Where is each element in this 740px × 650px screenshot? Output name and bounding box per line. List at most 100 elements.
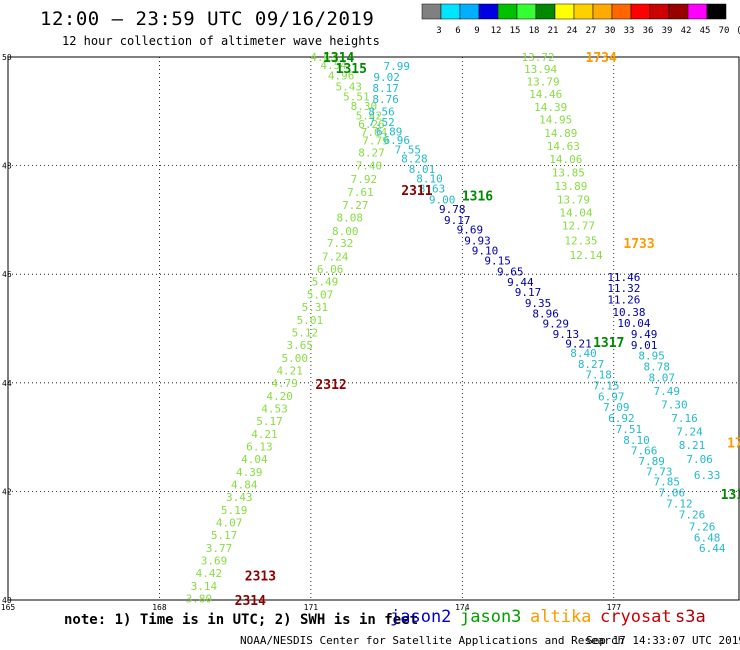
colorbar-label: 33 bbox=[624, 26, 635, 36]
wave-height-point: 13.72 bbox=[522, 51, 555, 64]
wave-height-point: 6.89 bbox=[376, 125, 403, 138]
wave-height-point: 5.17 bbox=[256, 415, 283, 428]
wave-height-point: 5.00 bbox=[281, 352, 308, 365]
wave-height-point: 9.15 bbox=[484, 255, 511, 268]
colorbar-label: 70 bbox=[719, 26, 730, 36]
colorbar-label: 21 bbox=[548, 26, 559, 36]
wave-height-point: 7.06 bbox=[686, 453, 713, 466]
wave-height-point: 10.04 bbox=[617, 317, 650, 330]
wave-height-point: 5.01 bbox=[297, 314, 324, 327]
plot-frame bbox=[7, 56, 740, 601]
wave-height-point: 9.21 bbox=[565, 338, 592, 351]
wave-height-point: 7.24 bbox=[322, 250, 349, 263]
wave-height-point: 4.42 bbox=[196, 567, 223, 580]
wave-height-point: 6.48 bbox=[694, 532, 721, 545]
wave-height-point: 3.43 bbox=[226, 491, 253, 504]
wave-height-point: 4.20 bbox=[266, 390, 293, 403]
wave-height-point: 7.89 bbox=[638, 455, 665, 468]
wave-height-point: 14.39 bbox=[534, 101, 567, 114]
wave-height-point: 5.12 bbox=[292, 326, 319, 339]
colorbar-label: 42 bbox=[681, 26, 692, 36]
wave-height-point: 7.30 bbox=[661, 399, 688, 412]
wave-height-point: 3.14 bbox=[191, 580, 218, 593]
wave-height-point: 9.69 bbox=[457, 224, 484, 237]
wave-height-point: 3.69 bbox=[201, 554, 228, 567]
time-annotation: 1316 bbox=[462, 189, 493, 204]
time-annotation: 1317 bbox=[593, 336, 624, 351]
wave-height-point: 7.18 bbox=[585, 369, 612, 382]
wave-height-point: 7.16 bbox=[671, 412, 698, 425]
wave-height-point: 9.49 bbox=[631, 328, 658, 341]
wave-height-point: 8.17 bbox=[372, 82, 399, 95]
colorbar-label: 3 bbox=[436, 26, 441, 36]
wave-height-point: 7.85 bbox=[654, 476, 681, 489]
wave-height-point: 8.63 bbox=[419, 182, 446, 195]
time-annotation: 2311 bbox=[401, 184, 432, 199]
wave-height-point: 13.79 bbox=[557, 193, 590, 206]
wave-height-point: 8.78 bbox=[643, 361, 670, 374]
wave-height-point: 12.77 bbox=[562, 219, 595, 232]
wave-height-point: 9.01 bbox=[631, 339, 658, 352]
wave-height-point: 12.35 bbox=[564, 235, 597, 248]
wave-height-point: 7.49 bbox=[654, 385, 681, 398]
wave-height-point: 5.43 bbox=[336, 80, 363, 93]
wave-height-point: 7.15 bbox=[593, 380, 620, 393]
time-annotation: 2312 bbox=[315, 378, 346, 393]
footer-timestamp: Sep 17 14:33:07 UTC 2019 bbox=[586, 634, 740, 647]
y-tick-label: 44 bbox=[2, 379, 12, 388]
wave-height-point: 7.51 bbox=[616, 423, 643, 436]
wave-height-point: 13.85 bbox=[552, 167, 585, 180]
wave-height-point: 12.14 bbox=[569, 249, 602, 262]
wave-height-point: 7.26 bbox=[679, 509, 706, 522]
wave-height-point: 6.97 bbox=[598, 390, 625, 403]
wave-height-point: 8.96 bbox=[532, 307, 559, 320]
wave-height-point: 5.31 bbox=[302, 301, 329, 314]
wave-height-point: 8.76 bbox=[372, 93, 399, 106]
time-annotation: 1315 bbox=[336, 62, 367, 77]
wave-height-point: 7.12 bbox=[666, 497, 693, 510]
wave-height-point: 9.35 bbox=[525, 297, 552, 310]
wave-height-point: 3.77 bbox=[206, 542, 233, 555]
time-annotation: 1733 bbox=[623, 237, 654, 252]
colorbar-label: 24 bbox=[567, 26, 578, 36]
wave-height-point: 7.26 bbox=[689, 521, 716, 534]
legend-jason2: jason2 bbox=[390, 607, 452, 627]
wave-height-point: 5.17 bbox=[211, 529, 238, 542]
wave-height-point: 5.07 bbox=[307, 288, 334, 301]
wave-height-point: 7.04 bbox=[361, 126, 388, 139]
wave-height-point: 4.79 bbox=[271, 377, 298, 390]
wave-height-point: 6.06 bbox=[317, 263, 344, 276]
page-subtitle: 12 hour collection of altimeter wave hei… bbox=[62, 34, 380, 48]
wave-height-point: 11.32 bbox=[607, 282, 640, 295]
wave-height-point: 9.02 bbox=[373, 71, 400, 84]
legend-cryosat: cryosat bbox=[600, 607, 672, 627]
wave-height-point: 7.27 bbox=[342, 199, 369, 212]
wave-height-point: 9.17 bbox=[444, 214, 471, 227]
wave-height-point: 8.30 bbox=[351, 100, 378, 113]
wave-height-point: 4.21 bbox=[276, 364, 303, 377]
wave-height-point: 4.53 bbox=[261, 402, 288, 415]
x-tick-label: 171 bbox=[304, 603, 319, 612]
colorbar-label: 6 bbox=[455, 26, 460, 36]
wave-height-point: 14.04 bbox=[559, 206, 592, 219]
wave-height-point: 7.66 bbox=[631, 445, 658, 458]
legend-s3a: s3a bbox=[675, 607, 706, 627]
legend-jason3: jason3 bbox=[460, 607, 522, 627]
wave-height-point: 7.99 bbox=[383, 60, 410, 73]
time-annotation: 1314 bbox=[323, 51, 354, 66]
wave-height-point: 4.63 bbox=[310, 51, 337, 64]
x-tick-label: 177 bbox=[607, 603, 622, 612]
wave-height-point: 7.40 bbox=[356, 160, 383, 173]
wave-height-point: 6.26 bbox=[358, 118, 385, 131]
y-tick-label: 48 bbox=[2, 162, 12, 171]
colorbar-label: 36 bbox=[643, 26, 654, 36]
wave-height-point: 8.08 bbox=[337, 212, 364, 225]
wave-height-point: 14.95 bbox=[539, 113, 572, 126]
wave-height-point: 4.04 bbox=[241, 453, 268, 466]
wave-height-point: 7.55 bbox=[395, 143, 422, 156]
x-tick-label: 165 bbox=[1, 603, 16, 612]
wave-height-point: 11.46 bbox=[607, 271, 640, 284]
wave-height-point: 13.94 bbox=[524, 63, 557, 76]
legend-altika: altika bbox=[530, 607, 592, 627]
